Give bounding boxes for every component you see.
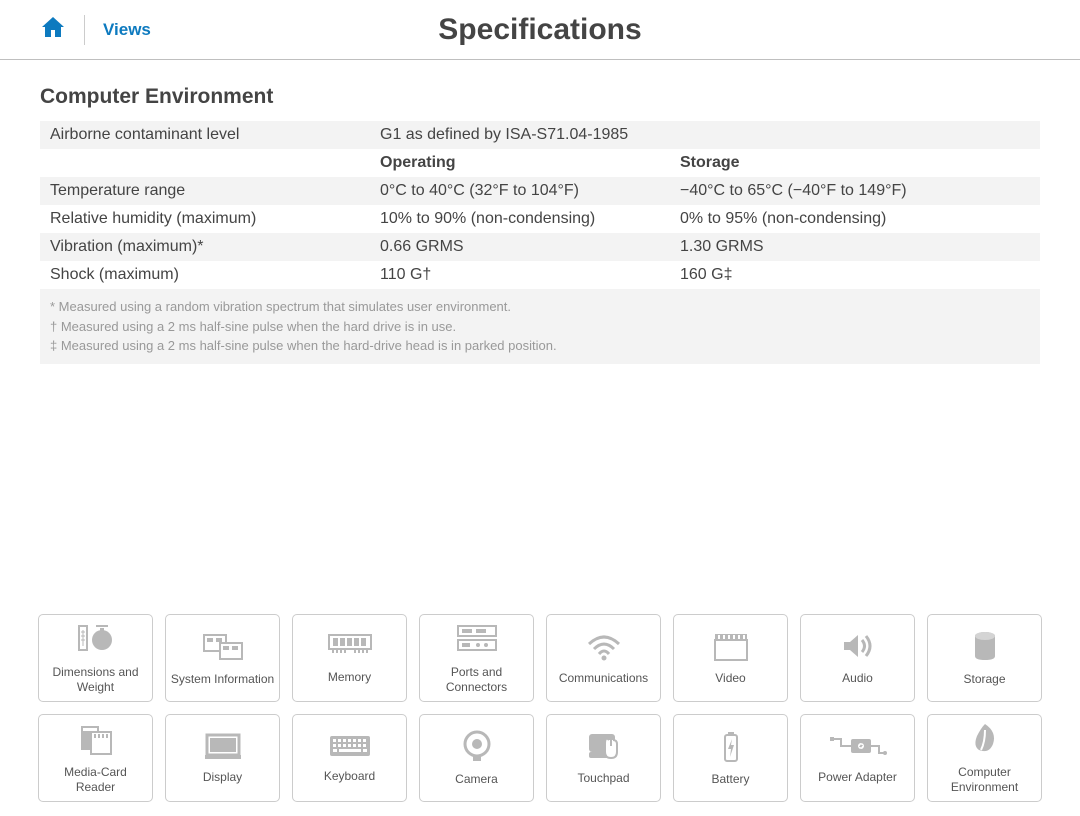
table-row: Vibration (maximum)*0.66 GRMS1.30 GRMS	[40, 233, 1040, 261]
ports-icon	[454, 622, 500, 665]
nav-item-poweradapter[interactable]: Power Adapter	[800, 714, 915, 802]
nav-item-memory[interactable]: Memory	[292, 614, 407, 702]
footnote-line: ‡ Measured using a 2 ms half-sine pulse …	[50, 336, 1030, 356]
row-label: Shock (maximum)	[40, 261, 370, 289]
row-storage: 1.30 GRMS	[670, 233, 1040, 261]
views-link[interactable]: Views	[103, 20, 151, 40]
nav-item-display[interactable]: Display	[165, 714, 280, 802]
nav-item-keyboard[interactable]: Keyboard	[292, 714, 407, 802]
nav-label: Camera	[455, 772, 498, 786]
environment-icon	[971, 722, 999, 765]
row-label: Airborne contaminant level	[40, 121, 370, 149]
nav-label: System Information	[171, 672, 274, 686]
row-label: Temperature range	[40, 177, 370, 205]
video-icon	[711, 630, 751, 671]
row-operating: Operating	[370, 149, 670, 177]
row-operating: 110 G†	[370, 261, 670, 289]
nav-item-ports[interactable]: Ports and Connectors	[419, 614, 534, 702]
section-title: Computer Environment	[40, 85, 1040, 109]
nav-label: Audio	[842, 671, 873, 685]
nav-label: Touchpad	[577, 771, 629, 785]
nav-item-audio[interactable]: Audio	[800, 614, 915, 702]
nav-label: Video	[715, 671, 745, 685]
nav-item-mediacard[interactable]: Media-Card Reader	[38, 714, 153, 802]
battery-icon	[721, 729, 741, 772]
table-row: Airborne contaminant levelG1 as defined …	[40, 121, 1040, 149]
memory-icon	[327, 631, 373, 670]
header-divider	[84, 15, 85, 45]
row-operating: G1 as defined by ISA-S71.04-1985	[370, 121, 670, 149]
mediacard-icon	[77, 722, 115, 765]
nav-label: Battery	[711, 772, 749, 786]
page-title: Specifications	[438, 13, 641, 47]
camera-icon	[460, 729, 494, 772]
nav-label: Display	[203, 770, 242, 784]
row-storage: Storage	[670, 149, 1040, 177]
nav-item-storage[interactable]: Storage	[927, 614, 1042, 702]
table-row: OperatingStorage	[40, 149, 1040, 177]
row-operating: 0°C to 40°C (32°F to 104°F)	[370, 177, 670, 205]
nav-label: Communications	[559, 671, 648, 685]
row-label	[40, 149, 370, 177]
table-row: Relative humidity (maximum)10% to 90% (n…	[40, 205, 1040, 233]
nav-label: Computer Environment	[932, 765, 1037, 794]
nav-label: Keyboard	[324, 769, 375, 783]
row-storage	[670, 121, 1040, 149]
nav-item-camera[interactable]: Camera	[419, 714, 534, 802]
footnote-line: † Measured using a 2 ms half-sine pulse …	[50, 317, 1030, 337]
row-label: Relative humidity (maximum)	[40, 205, 370, 233]
row-operating: 0.66 GRMS	[370, 233, 670, 261]
nav-label: Storage	[963, 672, 1005, 686]
dimensions-icon	[76, 622, 116, 665]
content-area: Computer Environment Airborne contaminan…	[0, 60, 1080, 389]
nav-item-wifi[interactable]: Communications	[546, 614, 661, 702]
system-icon	[202, 629, 244, 672]
table-row: Temperature range0°C to 40°C (32°F to 10…	[40, 177, 1040, 205]
storage-icon	[971, 629, 999, 672]
nav-label: Power Adapter	[818, 770, 897, 784]
footnotes: * Measured using a random vibration spec…	[40, 289, 1040, 364]
audio-icon	[840, 630, 876, 671]
row-storage: 160 G‡	[670, 261, 1040, 289]
nav-item-video[interactable]: Video	[673, 614, 788, 702]
nav-item-touchpad[interactable]: Touchpad	[546, 714, 661, 802]
wifi-icon	[585, 630, 623, 671]
nav-item-dimensions[interactable]: Dimensions and Weight	[38, 614, 153, 702]
footnote-line: * Measured using a random vibration spec…	[50, 297, 1030, 317]
nav-label: Media-Card Reader	[43, 765, 148, 794]
row-storage: 0% to 95% (non-condensing)	[670, 205, 1040, 233]
nav-label: Memory	[328, 670, 371, 684]
nav-grid: Dimensions and Weight System Information M…	[38, 614, 1042, 802]
header-bar: Views Specifications	[0, 0, 1080, 60]
spec-table: Airborne contaminant levelG1 as defined …	[40, 121, 1040, 289]
home-icon[interactable]	[40, 15, 66, 44]
keyboard-icon	[328, 732, 372, 769]
nav-item-system[interactable]: System Information	[165, 614, 280, 702]
touchpad-icon	[585, 730, 623, 771]
poweradapter-icon	[829, 731, 887, 770]
nav-item-battery[interactable]: Battery	[673, 714, 788, 802]
display-icon	[203, 731, 243, 770]
table-row: Shock (maximum)110 G†160 G‡	[40, 261, 1040, 289]
row-storage: −40°C to 65°C (−40°F to 149°F)	[670, 177, 1040, 205]
nav-label: Dimensions and Weight	[43, 665, 148, 694]
nav-item-environment[interactable]: Computer Environment	[927, 714, 1042, 802]
row-label: Vibration (maximum)*	[40, 233, 370, 261]
nav-label: Ports and Connectors	[424, 665, 529, 694]
row-operating: 10% to 90% (non-condensing)	[370, 205, 670, 233]
